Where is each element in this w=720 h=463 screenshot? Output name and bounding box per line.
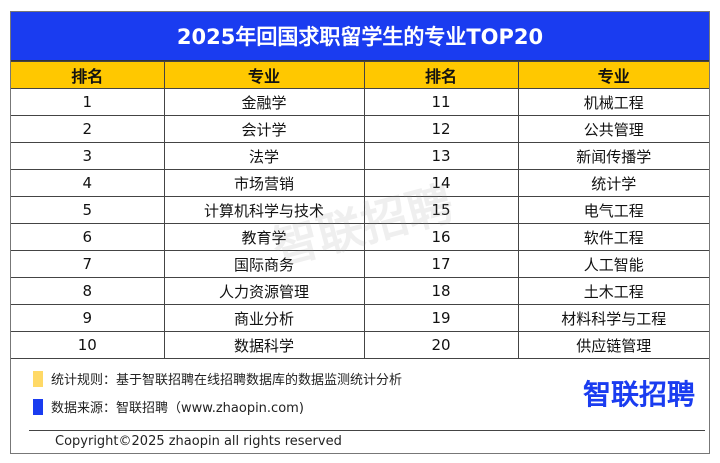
rank-cell: 4 [11, 169, 165, 197]
table-row: 7 国际商务 17 人工智能 [11, 250, 709, 278]
rank-cell: 19 [363, 304, 519, 332]
copyright: Copyright©2025 zhaopin all rights reserv… [55, 434, 342, 449]
rank-cell: 7 [11, 250, 165, 278]
page-title: 2025年回国求职留学生的专业TOP20 [11, 12, 709, 61]
source-text: 数据来源：智联招聘（www.zhaopin.com) [51, 401, 304, 416]
major-cell: 公共管理 [517, 115, 709, 143]
major-cell: 土木工程 [517, 277, 709, 305]
major-cell: 机械工程 [517, 88, 709, 116]
major-cell: 国际商务 [163, 250, 365, 278]
rank-cell: 11 [363, 88, 519, 116]
major-cell: 法学 [163, 142, 365, 170]
rule-note: 统计规则：基于智联招聘在线招聘数据库的数据监测统计分析 [33, 369, 402, 388]
rank-cell: 6 [11, 223, 165, 251]
table-row: 4 市场营销 14 统计学 [11, 169, 709, 197]
rank-cell: 14 [363, 169, 519, 197]
major-cell: 软件工程 [517, 223, 709, 251]
rank-cell: 3 [11, 142, 165, 170]
divider [29, 430, 705, 431]
table-row: 2 会计学 12 公共管理 [11, 115, 709, 143]
source-note: 数据来源：智联招聘（www.zhaopin.com) [33, 397, 304, 416]
major-cell: 教育学 [163, 223, 365, 251]
major-cell: 供应链管理 [517, 331, 709, 359]
table-row: 1 金融学 11 机械工程 [11, 88, 709, 116]
rank-cell: 20 [363, 331, 519, 359]
major-cell: 市场营销 [163, 169, 365, 197]
major-cell: 人工智能 [517, 250, 709, 278]
major-cell: 材料科学与工程 [517, 304, 709, 332]
rule-text: 统计规则：基于智联招聘在线招聘数据库的数据监测统计分析 [51, 373, 403, 388]
major-cell: 数据科学 [163, 331, 365, 359]
column-header: 排名 [11, 61, 165, 89]
rank-cell: 12 [363, 115, 519, 143]
major-cell: 人力资源管理 [163, 277, 365, 305]
rank-cell: 5 [11, 196, 165, 224]
table-row: 5 计算机科学与技术 15 电气工程 [11, 196, 709, 224]
ranking-card: 2025年回国求职留学生的专业TOP20 排名 专业 排名 专业 1 金融学 11 机械工程… [10, 11, 710, 454]
table-row: 10 数据科学 20 供应链管理 [11, 331, 709, 359]
major-cell: 电气工程 [517, 196, 709, 224]
rank-cell: 1 [11, 88, 165, 116]
rank-cell: 18 [363, 277, 519, 305]
ranking-table: 排名 专业 排名 专业 1 金融学 11 机械工程 2 会计学 12 公共管理 3 法学 13 新闻传播学 4… [11, 61, 709, 359]
blue-marker-icon [33, 398, 43, 415]
major-cell: 会计学 [163, 115, 365, 143]
table-header: 排名 专业 排名 专业 [11, 61, 709, 89]
rank-cell: 15 [363, 196, 519, 224]
zhaopin-logo: 智联招聘 [582, 378, 695, 411]
rank-cell: 2 [11, 115, 165, 143]
column-header: 排名 [363, 61, 519, 89]
footer: 统计规则：基于智联招聘在线招聘数据库的数据监测统计分析 数据来源：智联招聘（ww… [11, 359, 709, 456]
major-cell: 新闻传播学 [517, 142, 709, 170]
major-cell: 商业分析 [163, 304, 365, 332]
column-header: 专业 [517, 61, 709, 89]
table-row: 6 教育学 16 软件工程 [11, 223, 709, 251]
table-row: 8 人力资源管理 18 土木工程 [11, 277, 709, 305]
yellow-marker-icon [33, 370, 43, 387]
rank-cell: 16 [363, 223, 519, 251]
major-cell: 统计学 [517, 169, 709, 197]
table-row: 9 商业分析 19 材料科学与工程 [11, 304, 709, 332]
column-header: 专业 [163, 61, 365, 89]
rank-cell: 10 [11, 331, 165, 359]
major-cell: 金融学 [163, 88, 365, 116]
rank-cell: 17 [363, 250, 519, 278]
rank-cell: 13 [363, 142, 519, 170]
rank-cell: 8 [11, 277, 165, 305]
major-cell: 计算机科学与技术 [163, 196, 365, 224]
rank-cell: 9 [11, 304, 165, 332]
table-row: 3 法学 13 新闻传播学 [11, 142, 709, 170]
